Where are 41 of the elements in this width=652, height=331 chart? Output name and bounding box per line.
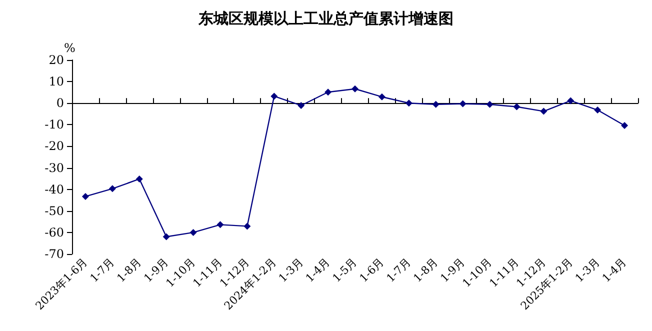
point (136, 175, 143, 182)
chart-title: 东城区规模以上工业总产值累计增速图 (198, 10, 454, 28)
y-tick-label: 20 (48, 53, 64, 67)
x-tick-label: 1-4月 (303, 255, 333, 285)
point (108, 185, 116, 192)
y-tick-label: -60 (44, 225, 64, 240)
y-tick-label: 10 (48, 74, 64, 89)
x-tick-label: 1-5月 (330, 255, 360, 285)
point (162, 233, 170, 240)
y-tick-label: -50 (44, 204, 64, 218)
y-tick-label: -20 (44, 139, 64, 154)
x-tick-label: 1-3月 (572, 255, 602, 285)
point (621, 122, 628, 130)
x-tick-label: 1-7月 (384, 255, 414, 285)
x-tick-label: 1-8月 (410, 255, 440, 285)
y-axis-title: % (64, 41, 76, 56)
y-tick-label: -40 (44, 182, 64, 196)
point (244, 222, 251, 230)
y-tick-label: -30 (44, 160, 64, 175)
point (324, 88, 332, 96)
x-tick-label: 1-6月 (357, 255, 387, 285)
y-tick-label: -70 (44, 247, 64, 261)
point (486, 100, 494, 108)
point (190, 228, 197, 236)
point (82, 192, 89, 200)
x-tick-label: 1-4月 (600, 255, 630, 285)
point (594, 106, 602, 114)
point (216, 221, 224, 228)
point (270, 92, 278, 100)
y-tick-label: 0 (56, 96, 64, 110)
point (352, 85, 358, 92)
point (567, 97, 574, 104)
point (540, 108, 548, 115)
y-tick-label: -10 (44, 118, 64, 132)
x-tick-label: 1-3月 (276, 255, 306, 285)
point (459, 100, 466, 108)
point (378, 93, 386, 100)
point (432, 100, 440, 108)
point (513, 103, 520, 110)
point (298, 102, 305, 109)
point (405, 100, 412, 107)
